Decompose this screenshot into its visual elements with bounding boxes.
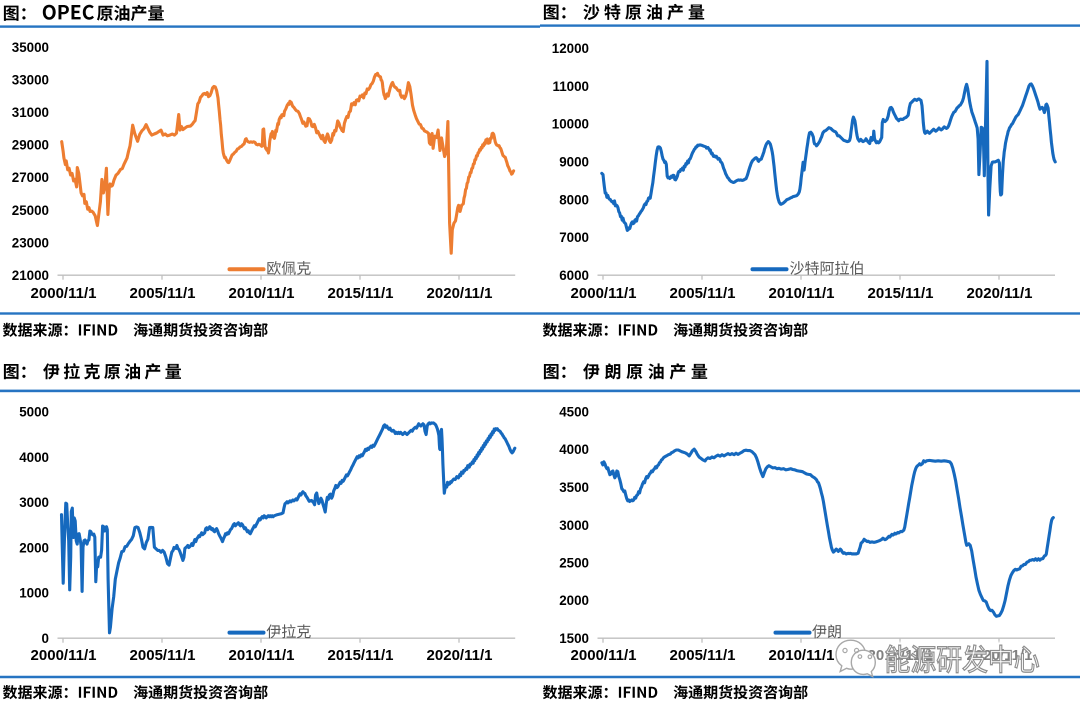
svg-text:2000/11/1: 2000/11/1 — [31, 647, 97, 664]
svg-text:2020/11/1: 2020/11/1 — [427, 647, 493, 664]
svg-text:8000: 8000 — [559, 192, 589, 207]
svg-text:2005/11/1: 2005/11/1 — [130, 647, 196, 664]
svg-text:3500: 3500 — [559, 480, 589, 495]
svg-text:2000/11/1: 2000/11/1 — [571, 647, 637, 664]
svg-text:10000: 10000 — [552, 117, 589, 132]
svg-text:4000: 4000 — [19, 450, 49, 465]
svg-text:3000: 3000 — [19, 495, 49, 510]
svg-text:2010/11/1: 2010/11/1 — [769, 285, 835, 302]
svg-text:2000/11/1: 2000/11/1 — [571, 285, 637, 302]
svg-text:2500: 2500 — [559, 556, 589, 571]
svg-text:0: 0 — [42, 631, 49, 646]
svg-text:3000: 3000 — [559, 518, 589, 533]
svg-text:2015/11/1: 2015/11/1 — [868, 285, 934, 302]
svg-text:29000: 29000 — [12, 138, 49, 153]
svg-text:9000: 9000 — [559, 155, 589, 170]
svg-text:1500: 1500 — [559, 631, 589, 646]
svg-text:2000/11/1: 2000/11/1 — [31, 285, 97, 302]
svg-text:21000: 21000 — [12, 268, 49, 283]
svg-text:33000: 33000 — [12, 73, 49, 88]
svg-text:2005/11/1: 2005/11/1 — [670, 647, 736, 664]
svg-text:2000: 2000 — [559, 593, 589, 608]
svg-text:2020/11/1: 2020/11/1 — [427, 285, 493, 302]
svg-text:2005/11/1: 2005/11/1 — [130, 285, 196, 302]
svg-text:2010/11/1: 2010/11/1 — [229, 647, 295, 664]
svg-text:2010/11/1: 2010/11/1 — [769, 647, 835, 664]
svg-text:2000: 2000 — [19, 540, 49, 555]
svg-text:2020/11/1: 2020/11/1 — [967, 285, 1033, 302]
svg-text:5000: 5000 — [19, 405, 49, 420]
svg-text:31000: 31000 — [12, 105, 49, 120]
svg-text:27000: 27000 — [12, 170, 49, 185]
svg-text:11000: 11000 — [553, 79, 590, 94]
svg-text:4000: 4000 — [559, 442, 589, 457]
svg-text:6000: 6000 — [559, 268, 589, 283]
svg-text:1000: 1000 — [19, 586, 49, 601]
svg-text:35000: 35000 — [12, 40, 49, 55]
svg-text:2005/11/1: 2005/11/1 — [670, 285, 736, 302]
svg-text:23000: 23000 — [12, 235, 49, 250]
svg-text:25000: 25000 — [12, 203, 49, 218]
svg-text:4500: 4500 — [559, 405, 589, 420]
svg-text:2015/11/1: 2015/11/1 — [328, 285, 394, 302]
svg-text:2010/11/1: 2010/11/1 — [229, 285, 295, 302]
svg-text:7000: 7000 — [559, 230, 589, 245]
svg-text:2015/11/1: 2015/11/1 — [328, 647, 394, 664]
svg-text:12000: 12000 — [552, 41, 589, 56]
